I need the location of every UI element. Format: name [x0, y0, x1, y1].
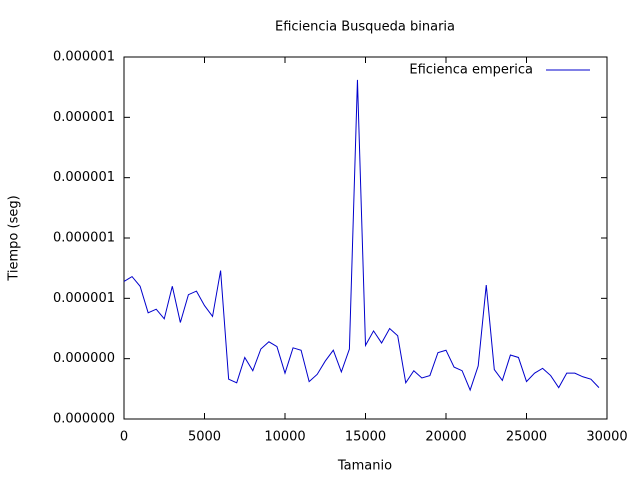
plot-frame: [123, 56, 608, 420]
y-tick-label: 0.000001: [53, 170, 115, 185]
x-tick-label: 10000: [264, 430, 305, 445]
chart-title: Eficiencia Busqueda binaria: [275, 20, 455, 35]
y-tick-label: 0.000000: [53, 351, 115, 366]
data-line: [123, 79, 600, 392]
y-tick-label: 0.000001: [53, 231, 115, 246]
x-tick-label: 5000: [188, 430, 221, 445]
y-tick-label: 0.000001: [53, 291, 115, 306]
x-tick-label: 20000: [425, 430, 466, 445]
legend-label: Eficienca emperica: [409, 63, 533, 78]
x-axis-label: Tamanio: [337, 459, 392, 474]
x-tick-label: 0: [120, 430, 128, 445]
x-tick-label: 15000: [345, 430, 386, 445]
x-tick-label: 25000: [506, 430, 547, 445]
y-tick-label: 0.000000: [53, 412, 115, 427]
y-axis-label: Tiempo (seg): [7, 195, 22, 281]
x-tick-label: 30000: [586, 430, 627, 445]
y-tick-label: 0.000001: [53, 110, 115, 125]
y-tick-label: 0.000001: [53, 50, 115, 65]
